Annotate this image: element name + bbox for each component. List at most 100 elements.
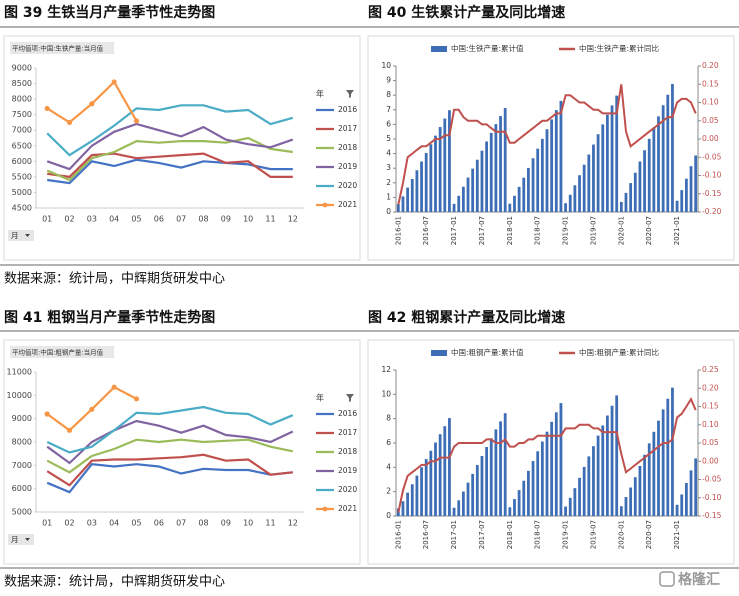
x-tick-label: 10: [243, 215, 253, 224]
bar: [471, 473, 475, 516]
bar: [452, 203, 456, 212]
bar: [522, 177, 526, 212]
x-tick-label: 2018-01: [506, 216, 514, 245]
y2-tick-label: 0.25: [702, 365, 719, 374]
legend-label: 2017: [338, 124, 357, 133]
x-tick-label: 03: [87, 519, 97, 528]
y-tick-label: 8: [386, 414, 391, 423]
y-tick-label: 4: [386, 462, 391, 471]
bar: [652, 431, 656, 516]
source: 数据来源：统计局，中辉期货研发中心: [4, 271, 225, 287]
legend-title: 年: [316, 393, 324, 403]
y2-tick-label: -0.10: [702, 493, 722, 502]
bar: [545, 431, 549, 516]
bar: [480, 150, 484, 212]
bar: [461, 186, 465, 212]
x-tick-label: 10: [243, 519, 253, 528]
bar: [475, 465, 479, 516]
bar: [540, 441, 544, 516]
bar: [448, 110, 451, 212]
point: [66, 119, 73, 126]
y-tick-label: 7: [386, 105, 391, 114]
point: [111, 384, 117, 390]
y2-tick-label: -0.05: [702, 475, 722, 484]
field-button: [8, 230, 34, 241]
x-tick-label: 06: [154, 215, 164, 224]
bar: [517, 490, 521, 516]
bar: [684, 178, 688, 212]
bar: [573, 488, 577, 516]
bar: [559, 403, 563, 516]
y2-tick-label: -0.20: [702, 207, 722, 216]
pivot-header-bg: [10, 42, 114, 54]
y-tick-label: 10000: [7, 391, 32, 400]
bar: [689, 166, 693, 212]
bar: [410, 484, 414, 516]
bar: [657, 116, 660, 212]
y-tick-label: 10: [381, 61, 391, 70]
bar: [610, 105, 614, 212]
pivot-header: 平均值项:中国:粗钢产量:当月值: [12, 348, 104, 357]
bar: [615, 95, 619, 212]
bar: [694, 155, 698, 212]
figure-caption: 图 41 粗钢当月产量季节性走势图: [4, 309, 215, 326]
bar: [638, 465, 642, 516]
y-tick-label: 6000: [12, 157, 32, 166]
y2-tick-label: -0.15: [702, 511, 722, 520]
bar: [499, 421, 502, 516]
point: [133, 396, 140, 402]
bar: [513, 499, 516, 516]
y-tick-label: 11000: [7, 368, 32, 377]
bar: [443, 426, 447, 516]
legend-label: 中国:生铁产量:累计同比: [579, 43, 660, 53]
legend-swatch: [431, 46, 447, 52]
bar: [503, 413, 507, 516]
x-tick-label: 2019-07: [589, 216, 597, 245]
dropdown-icon: [25, 234, 30, 237]
bar: [480, 456, 484, 516]
point: [89, 101, 95, 107]
line: [397, 397, 697, 513]
bar: [596, 435, 600, 516]
y-tick-label: 6: [386, 119, 391, 128]
y2-tick-label: 0.20: [702, 61, 719, 70]
line: [46, 419, 294, 465]
bar: [531, 461, 535, 516]
bar: [624, 497, 628, 516]
legend-swatch: [431, 350, 447, 356]
bar: [452, 507, 456, 516]
y-tick-label: 6: [386, 438, 391, 447]
point: [44, 105, 50, 112]
y-tick-label: 9: [386, 76, 391, 85]
bar: [619, 506, 623, 516]
bar: [582, 164, 586, 212]
chart-frame: [3, 339, 361, 565]
bar: [424, 459, 428, 516]
bar: [675, 200, 679, 212]
legend-label: 2019: [338, 466, 357, 475]
line: [46, 453, 293, 487]
y2-tick-label: 0.05: [702, 116, 719, 125]
bar: [461, 491, 465, 516]
line: [46, 122, 294, 171]
point: [44, 411, 50, 417]
bar: [578, 175, 581, 212]
x-tick-label: 2020-01: [617, 216, 625, 245]
y-tick-label: 5500: [12, 172, 32, 181]
bar: [401, 501, 405, 516]
bar: [680, 190, 684, 212]
y-tick-label: 0: [386, 511, 391, 520]
bar: [582, 466, 586, 516]
legend-marker: [322, 202, 328, 208]
filter-icon: [346, 90, 354, 98]
bar: [671, 387, 674, 516]
x-tick-label: 2018-07: [534, 216, 542, 245]
y-tick-label: 5000: [12, 188, 32, 197]
y-tick-label: 8000: [12, 95, 32, 104]
bar: [424, 153, 428, 212]
bar: [448, 418, 451, 516]
bar: [657, 420, 660, 516]
bar: [684, 483, 688, 516]
y-tick-label: 9000: [12, 414, 32, 423]
